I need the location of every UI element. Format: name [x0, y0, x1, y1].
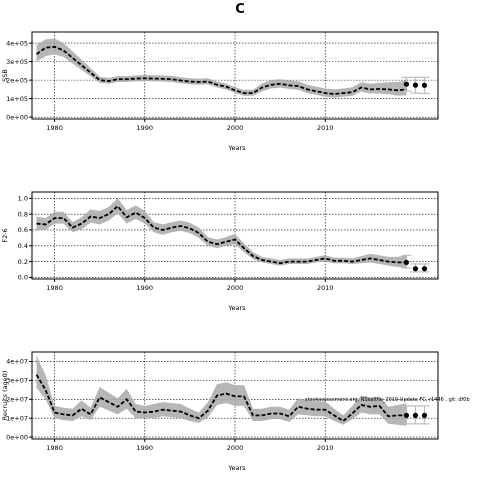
- confidence-band: [36, 38, 407, 98]
- y-tick-label: 1.0: [18, 195, 28, 203]
- estimate-line: [35, 374, 407, 423]
- forecast-point: [421, 412, 428, 418]
- panel-recruits: 1980 1990 2000 2010 0e+00 1e+07 2e+07 3e+07 4e+0…: [1, 351, 439, 472]
- forecast-point: [421, 82, 428, 88]
- y-axis-label: Recruits (age0): [1, 371, 9, 421]
- y-tick-label: 4e+07: [6, 358, 28, 366]
- x-axis-label: Years: [227, 304, 246, 312]
- y-tick-label: 2e+07: [6, 395, 28, 403]
- confidence-band: [36, 355, 407, 426]
- chart-panels: 1980 1990 2000 2010 0e+00 1e+05 2e+05 3e+05 4e+0…: [1, 31, 439, 472]
- x-axis-label: Years: [227, 464, 246, 472]
- panel-fbar: 1980 1990 2000 2010 0.0 0.2 0.4 0.6 0.8 1.0 Years F…: [1, 191, 439, 312]
- y-tick-label: 1e+07: [6, 414, 28, 422]
- y-tick-label: 1e+05: [6, 95, 28, 103]
- x-tick-label: 1990: [137, 284, 154, 292]
- y-tick-label: 0.8: [18, 210, 28, 218]
- y-tick-label: 4e+05: [6, 39, 28, 47]
- y-tick-label: 0e+00: [6, 433, 28, 441]
- y-tick-label: 0.6: [18, 226, 28, 234]
- x-tick-label: 1990: [137, 124, 154, 132]
- estimate-line: [36, 204, 407, 265]
- figure-title: C: [235, 2, 245, 17]
- y-tick-label: 3e+07: [6, 377, 28, 385]
- y-tick-label: 0.4: [18, 242, 28, 250]
- x-tick-label: 2010: [317, 284, 334, 292]
- y-tick-label: 0.2: [18, 258, 28, 266]
- x-tick-label: 2010: [317, 124, 334, 132]
- forecast-point: [403, 81, 410, 87]
- footnote: stockassessment.org, NSsaithe_2019 Updat…: [305, 397, 470, 403]
- confidence-band: [36, 198, 407, 268]
- y-tick-label: 2e+05: [6, 76, 28, 84]
- x-axis-label: Years: [227, 144, 246, 152]
- x-tick-label: 2000: [227, 284, 244, 292]
- forecast-point: [403, 412, 410, 418]
- estimate-line: [35, 45, 407, 95]
- x-tick-label: 1980: [46, 444, 63, 452]
- forecast-point: [412, 266, 419, 272]
- x-tick-label: 2000: [227, 124, 244, 132]
- x-tick-label: 1980: [46, 124, 63, 132]
- y-axis-label: SSB: [1, 69, 9, 82]
- y-tick-label: 0.0: [18, 274, 28, 282]
- forecast-point: [412, 412, 419, 418]
- y-tick-label: 3e+05: [6, 58, 28, 66]
- x-tick-label: 1990: [137, 444, 154, 452]
- forecast-point: [421, 266, 428, 272]
- y-axis-label: F2-6: [1, 228, 9, 242]
- y-tick-label: 0e+00: [6, 113, 28, 121]
- x-tick-label: 2000: [227, 444, 244, 452]
- x-tick-label: 1980: [46, 284, 63, 292]
- forecast-point: [412, 82, 419, 88]
- panel-ssb: 1980 1990 2000 2010 0e+00 1e+05 2e+05 3e+05 4e+0…: [1, 31, 439, 152]
- x-tick-label: 2010: [317, 444, 334, 452]
- forecast-point: [403, 259, 410, 265]
